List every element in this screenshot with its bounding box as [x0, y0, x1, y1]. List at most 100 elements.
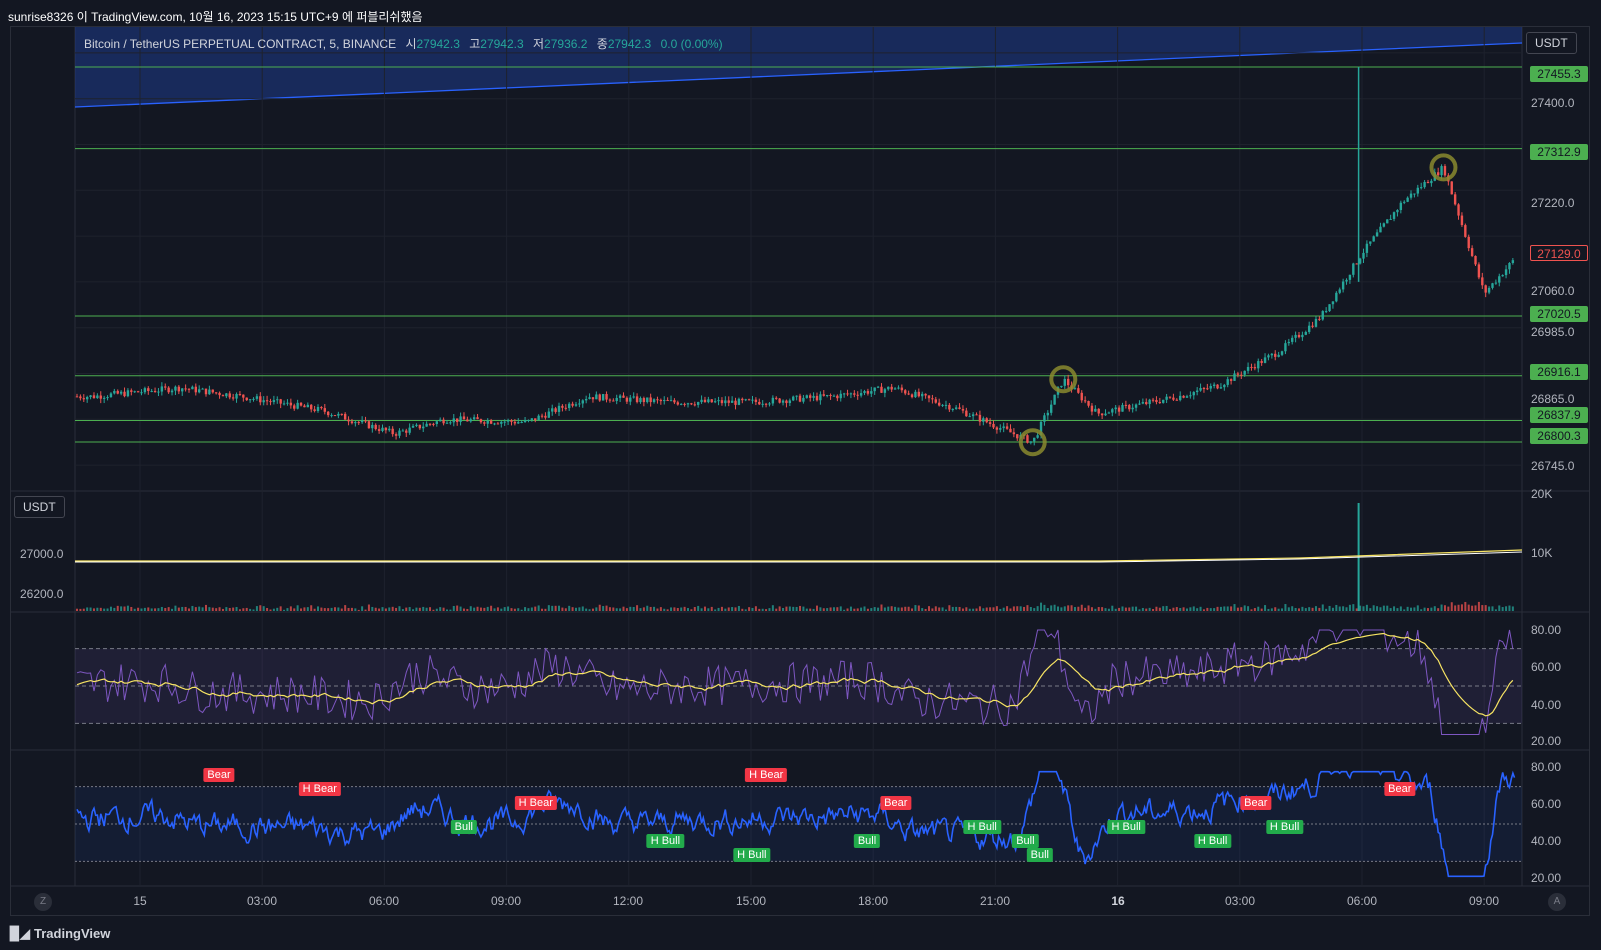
candle-body: [785, 400, 788, 404]
candle-body: [1294, 334, 1297, 338]
candle-body: [1341, 281, 1345, 290]
volume-bar: [989, 607, 992, 611]
brand[interactable]: ▉◢ TradingView: [10, 926, 110, 942]
candle-body: [1121, 404, 1124, 412]
volume-bar: [378, 608, 381, 611]
candle-body: [1165, 396, 1168, 400]
volume-bar: [86, 607, 89, 611]
volume-bar: [126, 605, 129, 611]
volume-bar: [1219, 606, 1222, 611]
volume-bar: [751, 607, 754, 611]
signal-label: H Bear: [514, 796, 557, 810]
candle-body: [1178, 395, 1182, 401]
candle-body: [1168, 396, 1172, 398]
volume-bar: [1175, 607, 1178, 611]
candle-body: [571, 403, 574, 406]
snapshot-header: sunrise8326 이 TradingView.com, 10월 16, 2…: [8, 10, 423, 24]
volume-bar: [1084, 607, 1087, 611]
volume-bar: [1016, 606, 1019, 611]
volume-bar: [1426, 608, 1429, 611]
candle-body: [1219, 387, 1223, 389]
candle-body: [177, 386, 181, 392]
candle-body: [391, 428, 394, 435]
zoom-button[interactable]: Z: [34, 893, 52, 911]
volume-bar: [1359, 605, 1362, 611]
volume-bar: [1087, 605, 1090, 611]
volume-unit-button[interactable]: USDT: [14, 496, 65, 518]
candle-body: [1148, 399, 1151, 405]
candle-body: [1335, 292, 1338, 302]
volume-bar: [133, 608, 136, 611]
candle-body: [578, 403, 581, 405]
candle-body: [1246, 366, 1250, 371]
candle-body: [109, 393, 113, 398]
volume-bar: [856, 608, 859, 611]
volume-bar: [405, 607, 408, 611]
candle-body: [452, 418, 455, 423]
volume-bar: [1179, 607, 1182, 611]
volume-bar: [486, 606, 489, 611]
volume-bar: [194, 607, 197, 611]
volume-bar: [524, 607, 527, 611]
candle-body: [931, 398, 934, 400]
low-value: 27936.2: [544, 37, 588, 51]
candle-body: [384, 427, 388, 431]
volume-right-tick: 20K: [1531, 487, 1553, 501]
candle-body: [1233, 373, 1236, 381]
candle-body: [1399, 202, 1403, 211]
candle-body: [1005, 426, 1009, 429]
auto-scale-button[interactable]: A: [1548, 893, 1566, 911]
volume-bar: [1067, 605, 1070, 611]
rsi-line: [76, 629, 1514, 735]
volume-bar: [459, 606, 462, 611]
candle-body: [615, 397, 618, 401]
volume-left-tick: 27000.0: [20, 547, 64, 561]
price-unit-button[interactable]: USDT: [1526, 32, 1577, 54]
volume-bar: [272, 608, 275, 611]
candle-body: [866, 391, 870, 394]
volume-bar: [1240, 607, 1243, 611]
volume-bar: [174, 605, 177, 611]
volume-bar: [1165, 605, 1168, 611]
volume-bar: [249, 608, 252, 611]
volume-bar: [819, 607, 822, 611]
candle-body: [408, 427, 411, 433]
candle-body: [992, 423, 995, 428]
candle-body: [1508, 263, 1511, 270]
volume-bar: [490, 605, 493, 611]
volume-bar: [283, 609, 286, 611]
candle-body: [1382, 223, 1386, 227]
candle-body: [221, 395, 225, 397]
candle-body: [744, 399, 747, 401]
candle-body: [79, 396, 82, 399]
candle-body: [802, 397, 805, 402]
candle-body: [1002, 426, 1005, 429]
volume-bar: [1403, 609, 1406, 611]
candle-body: [269, 401, 272, 403]
volume-bar: [1457, 604, 1460, 611]
candle-body: [1460, 215, 1464, 226]
volume-bar: [425, 607, 428, 611]
volume-bar: [276, 607, 279, 611]
volume-bar: [975, 608, 978, 611]
candle-body: [187, 388, 191, 390]
volume-bar: [921, 608, 924, 611]
volume-bar: [1002, 607, 1005, 611]
candle-body: [812, 395, 815, 398]
volume-bar: [164, 608, 167, 611]
volume-bar: [238, 609, 241, 611]
candle-body: [965, 410, 968, 417]
volume-bar: [588, 609, 591, 611]
volume-bar: [639, 608, 642, 611]
candle-body: [737, 398, 741, 405]
volume-bar: [401, 609, 404, 611]
volume-bar: [103, 608, 106, 611]
osc-tick: 80.00: [1531, 760, 1562, 774]
candle-body: [836, 395, 839, 399]
volume-bar: [1277, 608, 1280, 611]
volume-bar: [1311, 607, 1314, 611]
candle-body: [547, 411, 551, 418]
signal-label: Bear: [880, 796, 912, 810]
volume-bar: [510, 608, 513, 611]
